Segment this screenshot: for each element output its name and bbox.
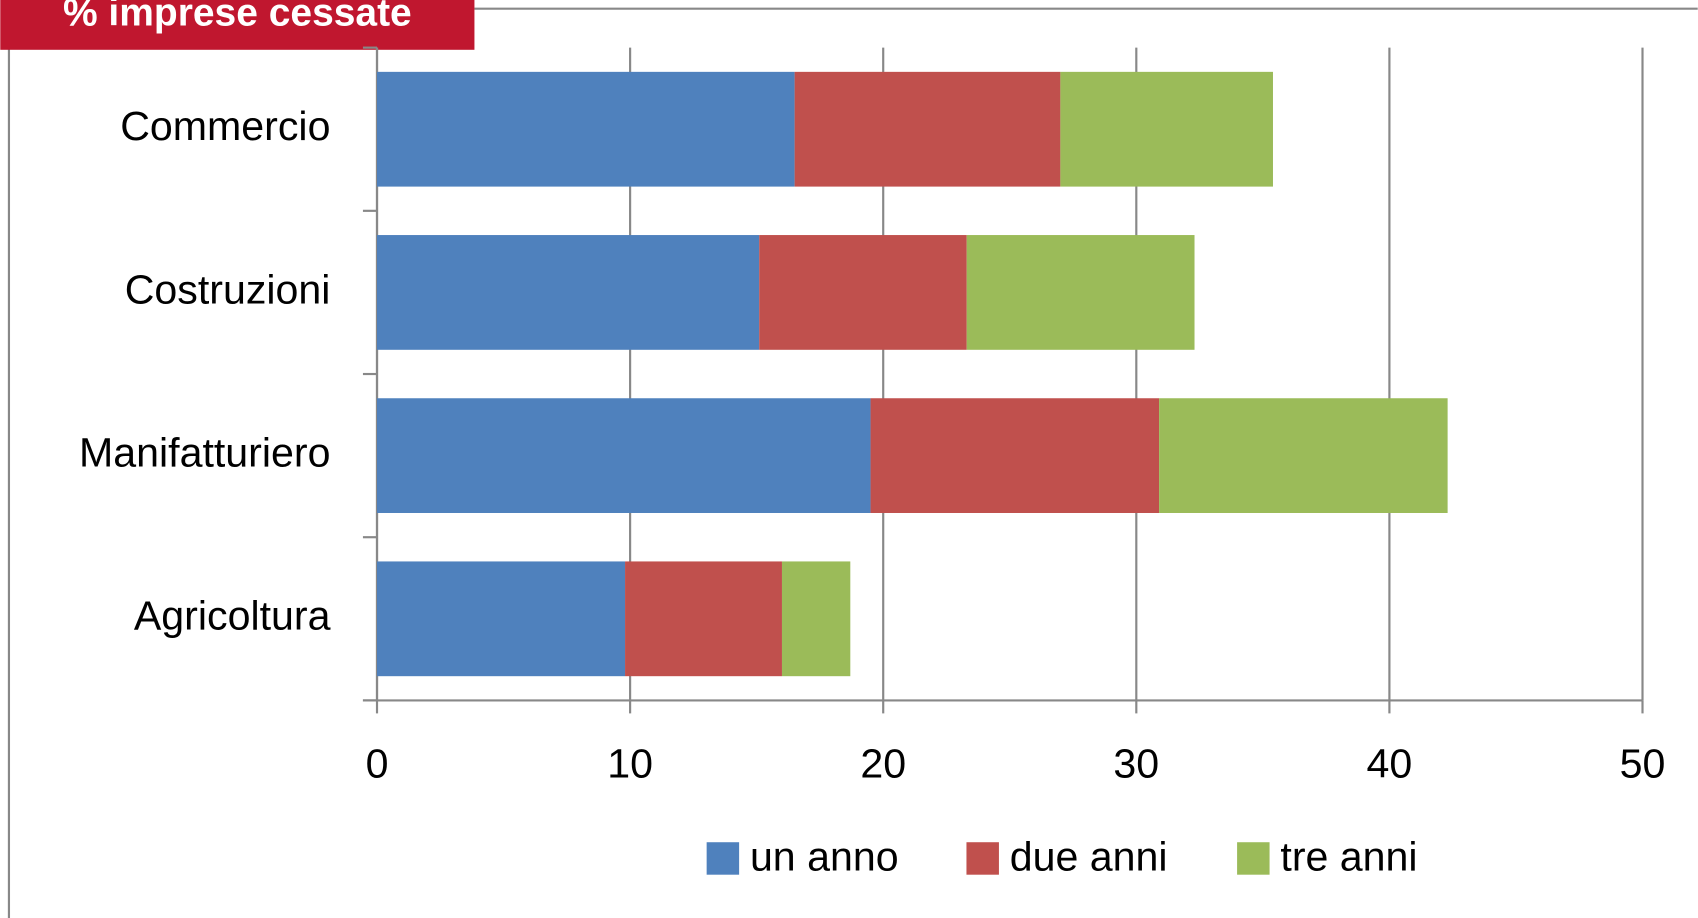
chart-title: % imprese cessate <box>63 0 412 34</box>
bar <box>1060 71 1273 187</box>
bar <box>1159 398 1448 513</box>
bar <box>966 235 1195 350</box>
legend-label: un anno <box>750 833 899 879</box>
y-tick-label: Costruzioni <box>125 266 331 312</box>
x-tick-label: 20 <box>860 740 906 786</box>
y-tick-label: Commercio <box>120 103 330 149</box>
x-tick-label: 10 <box>607 740 653 786</box>
bar <box>377 398 871 513</box>
legend-label: due anni <box>1010 833 1168 879</box>
x-tick-label: 30 <box>1113 740 1159 786</box>
legend-label: tre anni <box>1280 833 1417 879</box>
bar <box>759 235 967 350</box>
bar <box>377 71 795 187</box>
x-tick-label: 50 <box>1620 740 1666 786</box>
bar <box>377 235 760 350</box>
bar <box>781 561 851 677</box>
legend-swatch <box>1237 842 1270 875</box>
legend-swatch <box>966 842 999 875</box>
bar <box>625 561 782 677</box>
title-badge <box>0 0 475 50</box>
legend-swatch <box>706 842 740 875</box>
y-tick-label: Manifatturiero <box>79 429 330 475</box>
bar <box>794 71 1061 187</box>
x-tick-label: 40 <box>1367 740 1413 786</box>
x-tick-label: 0 <box>366 740 389 786</box>
y-tick-label: Agricoltura <box>134 593 331 639</box>
bar <box>377 561 626 677</box>
bar <box>870 398 1160 513</box>
